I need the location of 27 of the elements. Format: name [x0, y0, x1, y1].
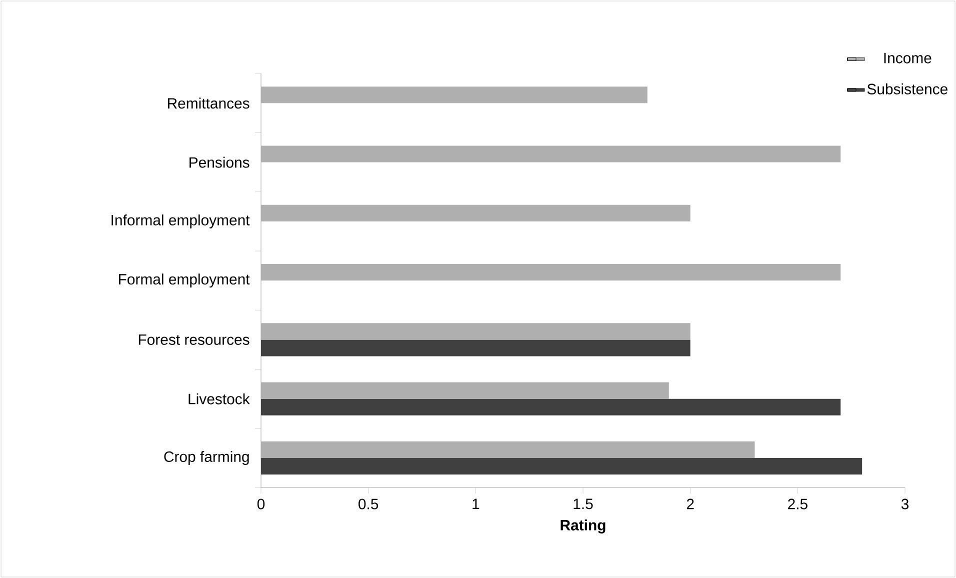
bar	[261, 204, 690, 222]
bar	[261, 340, 690, 356]
y-tick-label: Crop farming	[164, 451, 249, 465]
legend-label: Income	[884, 52, 932, 64]
bar	[261, 264, 841, 281]
y-tick-label: Remittances	[168, 98, 250, 109]
x-tick-label: 3	[901, 498, 909, 510]
bar	[261, 323, 690, 340]
bar	[261, 441, 755, 458]
bar	[261, 86, 648, 104]
y-tick-label: Informal employment	[112, 214, 250, 228]
y-tick-label: Livestock	[188, 393, 250, 404]
legend-label: Subsistence	[867, 83, 948, 94]
x-tick-label: 2	[686, 498, 694, 510]
bar	[261, 398, 841, 416]
x-tick-label: 0.5	[358, 498, 378, 510]
y-tick-label: Formal employment	[119, 274, 250, 288]
y-tick-label: Pensions	[190, 156, 250, 168]
x-tick-label: 1.5	[574, 498, 593, 510]
bar	[261, 146, 841, 162]
x-tick-label: 1	[472, 498, 480, 510]
x-axis-title: Rating	[560, 519, 606, 534]
x-tick-label: 2.5	[788, 498, 808, 510]
x-tick-label: 0	[257, 498, 265, 510]
bar	[261, 382, 669, 399]
y-tick-label: Forest resources	[138, 334, 250, 345]
bar	[261, 458, 862, 475]
